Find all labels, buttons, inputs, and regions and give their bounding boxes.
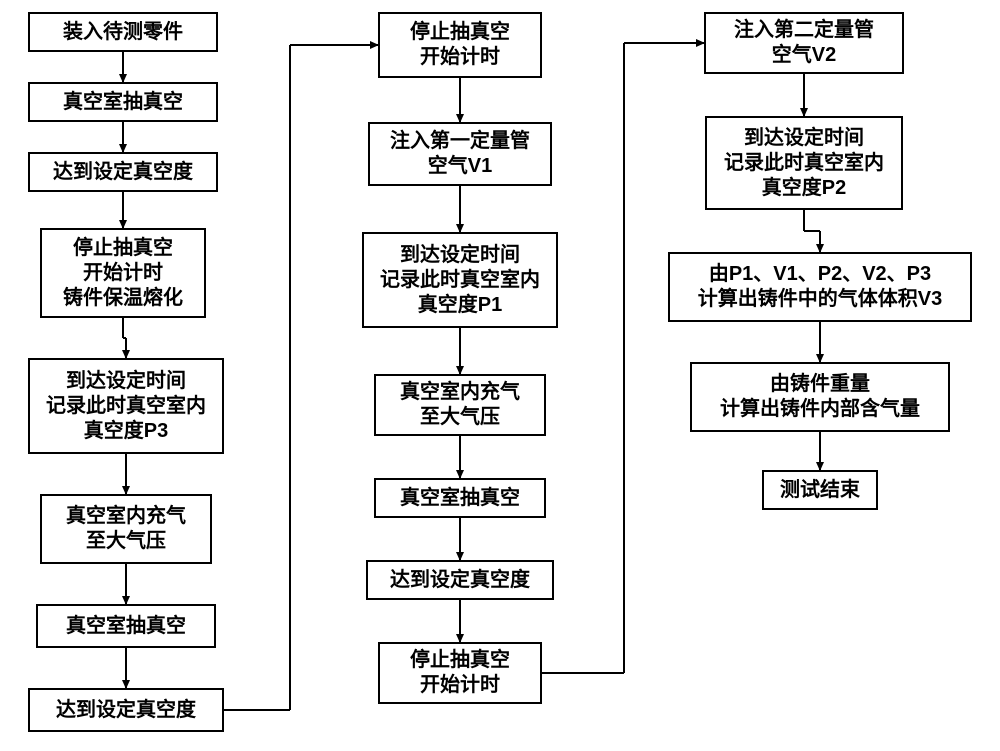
flow-node-a4: 停止抽真空 开始计时 铸件保温熔化 <box>40 228 206 318</box>
flow-node-b7: 停止抽真空 开始计时 <box>378 642 542 704</box>
flow-node-a3: 达到设定真空度 <box>28 152 218 192</box>
flow-node-c4: 由铸件重量 计算出铸件内部含气量 <box>690 362 950 432</box>
flow-node-a7: 真空室抽真空 <box>36 604 216 648</box>
flow-node-b5: 真空室抽真空 <box>374 478 546 518</box>
flow-node-c5: 测试结束 <box>762 470 878 510</box>
flow-node-a6: 真空室内充气 至大气压 <box>40 494 212 564</box>
flow-node-a2: 真空室抽真空 <box>28 82 218 122</box>
flow-node-a1: 装入待测零件 <box>28 12 218 52</box>
flow-node-b6: 达到设定真空度 <box>366 560 554 600</box>
flow-node-b4: 真空室内充气 至大气压 <box>374 374 546 436</box>
flow-node-c1: 注入第二定量管 空气V2 <box>704 12 904 74</box>
flow-node-c3: 由P1、V1、P2、V2、P3 计算出铸件中的气体体积V3 <box>668 252 972 322</box>
flow-node-a8: 达到设定真空度 <box>28 688 224 732</box>
flow-node-b1: 停止抽真空 开始计时 <box>378 12 542 78</box>
flow-node-b3: 到达设定时间 记录此时真空室内 真空度P1 <box>362 232 558 328</box>
flow-node-c2: 到达设定时间 记录此时真空室内 真空度P2 <box>705 116 903 210</box>
flow-node-b2: 注入第一定量管 空气V1 <box>368 122 552 186</box>
flow-node-a5: 到达设定时间 记录此时真空室内 真空度P3 <box>28 358 224 454</box>
